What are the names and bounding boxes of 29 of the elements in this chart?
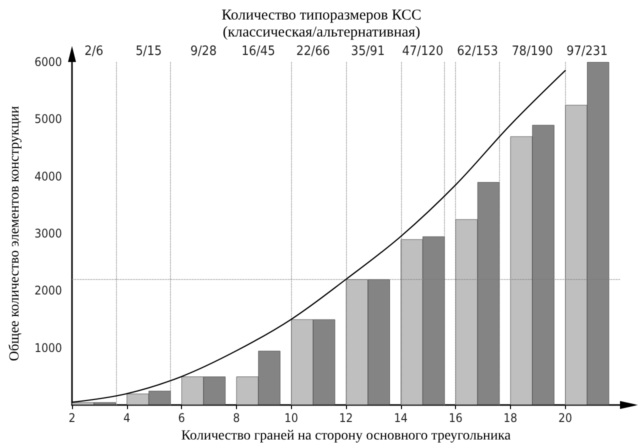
text: 62/153 xyxy=(456,44,498,59)
x-tick-label: 2 xyxy=(68,411,76,426)
text: 5/15 xyxy=(136,44,162,59)
y-tick-label: 4000 xyxy=(34,169,62,184)
y-tick-label: 5000 xyxy=(34,112,62,126)
y-axis-title: Общее количество элементов конструкции xyxy=(8,106,22,362)
text: 9/28 xyxy=(190,44,217,59)
text: 97/231 xyxy=(566,44,608,59)
x-tick-label: 8 xyxy=(232,411,240,426)
x-tick-label: 6 xyxy=(178,411,186,426)
text: 22/66 xyxy=(296,44,330,59)
x-tick-label: 18 xyxy=(504,411,518,426)
chart-title: Количество типоразмеров КСС (классическая/альтернативная) xyxy=(222,8,422,40)
x-tick-label: 10 xyxy=(284,411,298,426)
text: 78/190 xyxy=(512,44,553,59)
x-tick-label: 14 xyxy=(394,411,408,426)
text: 35/91 xyxy=(351,44,385,59)
y-tick-label: 3000 xyxy=(34,226,62,241)
y-tick-label: 6000 xyxy=(34,55,62,69)
x-tick-label: 16 xyxy=(448,411,463,426)
x-tick-label: 4 xyxy=(123,411,130,426)
text: 2/6 xyxy=(84,44,104,59)
text: 47/120 xyxy=(402,44,444,59)
x-tick-label: 12 xyxy=(339,411,353,426)
text: 16/45 xyxy=(241,44,276,59)
y-tick-label: 2000 xyxy=(34,284,62,298)
x-axis-title: Количество граней на сторону основного треугольника xyxy=(181,428,512,444)
y-tick-label: 1000 xyxy=(34,340,62,355)
x-tick-label: 20 xyxy=(558,411,572,426)
